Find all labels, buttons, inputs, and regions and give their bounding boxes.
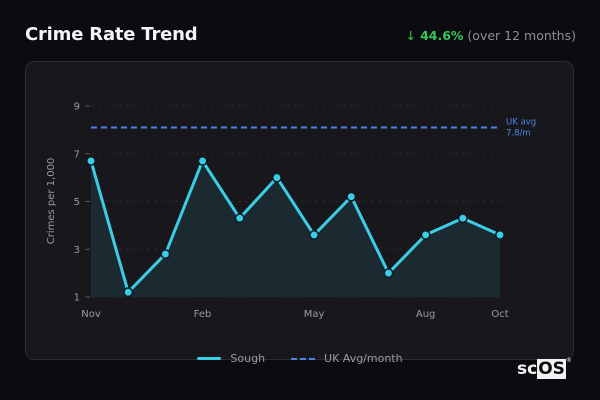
- change-period: (over 12 months): [467, 28, 576, 43]
- data-point[interactable]: [271, 172, 282, 183]
- legend-label: Sough: [230, 352, 266, 365]
- logo-box: OS: [537, 359, 566, 379]
- series-area: [91, 160, 500, 297]
- svg-text:5: 5: [74, 197, 80, 208]
- svg-text:9: 9: [74, 102, 80, 113]
- data-point[interactable]: [457, 213, 468, 224]
- data-point[interactable]: [160, 249, 171, 259]
- svg-text:Nov: Nov: [81, 309, 101, 320]
- change-summary: ↓ 44.6% (over 12 months): [406, 28, 576, 43]
- data-point[interactable]: [197, 155, 208, 166]
- dashed-line-swatch-icon: [291, 357, 316, 360]
- page-title: Crime Rate Trend: [25, 24, 198, 45]
- solid-line-swatch-icon: [197, 357, 222, 360]
- logo-text: sc: [517, 359, 538, 379]
- data-point[interactable]: [346, 191, 357, 202]
- y-axis: 1 3 5 7 9: [74, 102, 90, 304]
- svg-text:7: 7: [74, 149, 80, 160]
- data-point[interactable]: [420, 229, 431, 240]
- svg-text:3: 3: [74, 245, 80, 256]
- svg-text:Feb: Feb: [194, 309, 212, 320]
- data-points: [86, 155, 505, 298]
- svg-text:Oct: Oct: [491, 309, 508, 320]
- svg-text:Aug: Aug: [416, 309, 436, 320]
- data-point[interactable]: [123, 287, 134, 298]
- legend-item-uk-avg[interactable]: UK Avg/month: [291, 352, 403, 365]
- down-arrow-icon: ↓: [405, 28, 417, 43]
- legend-item-sough[interactable]: Sough: [197, 352, 265, 365]
- legend-label: UK Avg/month: [324, 352, 403, 365]
- data-point[interactable]: [495, 229, 505, 240]
- x-axis: Nov Feb May Aug Oct: [81, 309, 508, 320]
- data-point[interactable]: [309, 229, 320, 240]
- scos-logo: scOS®: [517, 357, 572, 379]
- registered-mark: ®: [565, 357, 572, 364]
- data-point[interactable]: [234, 213, 245, 224]
- y-axis-label: Crimes per 1,000: [46, 158, 57, 245]
- data-point[interactable]: [383, 268, 394, 279]
- change-percentage: 44.6%: [420, 28, 464, 43]
- uk-avg-value: 7.8/m: [506, 128, 531, 138]
- series-line: [89, 159, 501, 294]
- svg-text:1: 1: [74, 293, 80, 304]
- legend: Sough UK Avg/month: [0, 352, 600, 365]
- uk-avg-label: UK avg: [506, 117, 536, 127]
- data-point[interactable]: [86, 155, 96, 166]
- svg-text:May: May: [304, 309, 325, 320]
